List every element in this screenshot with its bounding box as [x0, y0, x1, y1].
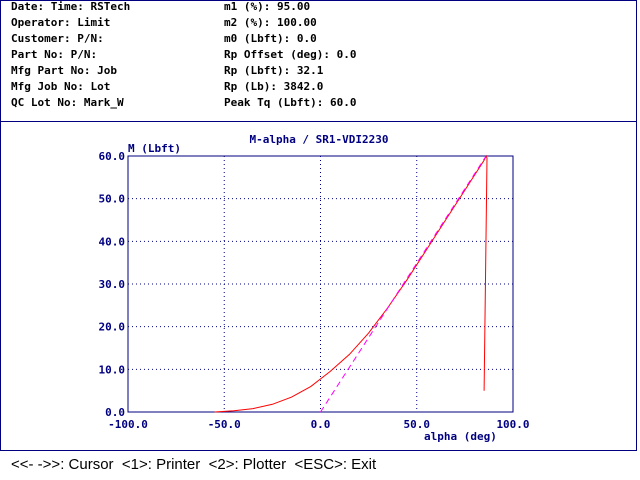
x-axis-label: alpha (deg): [424, 430, 497, 443]
tick-labels: -100.0 -50.0 0.0 50.0 100.0 0.0 10.0 20.0 30.0 40…: [99, 150, 530, 431]
y-tick-label: 60.0: [99, 150, 126, 163]
y-tick-label: 0.0: [105, 406, 125, 419]
header-divider: [0, 121, 637, 122]
header-m0: m0 (Lbft): 0.0: [224, 32, 317, 45]
header-rp-lbft: Rp (Lbft): 32.1: [224, 64, 324, 77]
header-date-time: Date: Time: RSTech: [11, 0, 131, 13]
header-m1: m1 (%): 95.00: [224, 0, 311, 13]
series: [214, 154, 488, 413]
x-tick-label: 0.0: [311, 418, 331, 431]
window-frame: [0, 0, 637, 451]
key-help-bar: <<- ->>: Cursor <1>: Printer <2>: Plotte…: [11, 456, 377, 473]
header-rp-lb: Rp (Lb): 3842.0: [224, 80, 324, 93]
y-tick-label: 40.0: [99, 235, 126, 248]
header-operator: Operator: Limit: [11, 16, 111, 29]
y-tick-label: 30.0: [99, 278, 126, 291]
y-axis-label: M (Lbft): [128, 142, 181, 155]
header-mfg-job-no: Mfg Job No: Lot: [11, 80, 111, 93]
x-tick-label: 50.0: [404, 418, 431, 431]
fit-line: [320, 155, 487, 413]
header-rp-offset: Rp Offset (deg): 0.0: [224, 48, 357, 61]
x-tick-label: -100.0: [108, 418, 148, 431]
chart-title: M-alpha / SR1-VDI2230: [249, 133, 388, 146]
header-m2: m2 (%): 100.00: [224, 16, 317, 29]
y-tick-label: 20.0: [99, 321, 126, 334]
header-mfg-part-no: Mfg Part No: Job: [11, 64, 117, 77]
header-part-no: Part No: P/N:: [11, 48, 98, 61]
m-alpha-chart: M-alpha / SR1-VDI2230 M (Lbft) alpha (de…: [99, 133, 530, 443]
y-tick-label: 50.0: [99, 193, 126, 206]
x-tick-label: -50.0: [208, 418, 241, 431]
x-tick-label: 100.0: [496, 418, 529, 431]
header-qc-lot-no: QC Lot No: Mark_W: [11, 96, 124, 109]
header-peak-tq: Peak Tq (Lbft): 60.0: [224, 96, 357, 109]
torque-angle-curve: [214, 154, 488, 413]
y-tick-label: 10.0: [99, 363, 126, 376]
header-customer: Customer: P/N:: [11, 32, 104, 45]
grid: [128, 156, 513, 412]
